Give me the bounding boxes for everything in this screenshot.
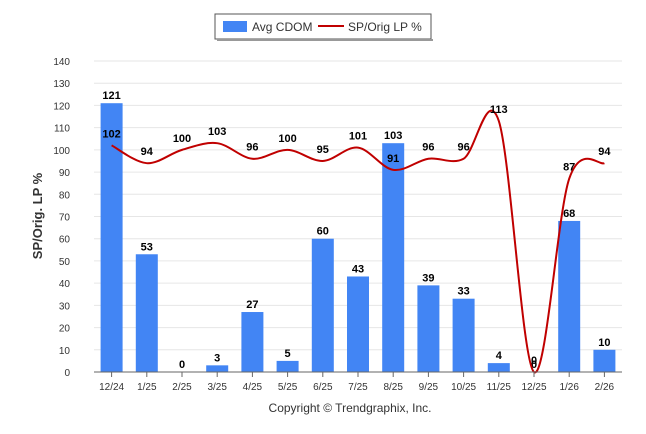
bar-data-label: 60 <box>317 226 329 238</box>
x-tick-label: 3/25 <box>207 382 227 393</box>
bar-data-label: 121 <box>102 90 120 102</box>
line-data-label: 96 <box>457 142 469 154</box>
bar-data-label: 4 <box>496 350 503 362</box>
y-tick-label: 80 <box>59 190 71 201</box>
bar <box>100 103 123 372</box>
bar-data-label: 3 <box>214 352 220 364</box>
x-tick-label: 1/26 <box>559 382 579 393</box>
y-tick-label: 30 <box>59 301 71 312</box>
bar <box>135 254 158 372</box>
bar <box>276 360 299 372</box>
line-data-label: 96 <box>246 142 258 154</box>
copyright-text: Copyright © Trendgraphix, Inc. <box>269 401 432 415</box>
line-data-label: 0 <box>531 355 537 367</box>
bar <box>347 276 369 372</box>
bar-data-label: 0 <box>179 359 185 371</box>
bar <box>452 298 475 372</box>
line-data-label: 101 <box>349 131 367 143</box>
bar <box>206 365 229 372</box>
bar-data-label: 68 <box>563 208 575 220</box>
line-data-label: 95 <box>317 144 329 156</box>
y-tick-label: 130 <box>53 79 70 90</box>
bar-data-label: 39 <box>422 272 434 284</box>
x-tick-label: 10/25 <box>451 382 476 393</box>
legend-label-sp-orig: SP/Orig LP % <box>348 20 422 34</box>
x-tick-label: 8/25 <box>383 382 403 393</box>
legend-swatch-avg-cdom <box>223 21 247 32</box>
bar-data-label: 0 <box>531 359 537 371</box>
bar-data-label: 33 <box>457 286 469 298</box>
y-tick-label: 100 <box>53 146 70 157</box>
x-tick-label: 4/25 <box>243 382 263 393</box>
bar <box>593 349 616 372</box>
line-data-label: 96 <box>422 142 434 154</box>
line-data-label: 94 <box>141 146 154 158</box>
y-tick-label: 90 <box>59 168 71 179</box>
x-axis-ticks: 12/24 1/25 2/25 3/25 4/25 5/25 6/25 7/25 8/25 9/2… <box>99 372 615 393</box>
bar-data-labels: 121 53 0 3 27 5 60 43 103 39 33 4 0 68 10 <box>102 90 610 371</box>
gridlines <box>94 60 622 351</box>
y-tick-label: 120 <box>53 101 70 112</box>
y-tick-label: 110 <box>54 124 70 135</box>
y-tick-label: 40 <box>59 279 71 290</box>
y-tick-label: 140 <box>53 57 70 68</box>
y-tick-label: 0 <box>64 368 70 379</box>
line-data-label: 91 <box>387 153 399 165</box>
bar-data-label: 43 <box>352 263 364 275</box>
bar <box>558 220 581 372</box>
line-data-label: 87 <box>563 162 575 174</box>
y-tick-label: 70 <box>59 213 71 224</box>
y-tick-label: 60 <box>59 235 71 246</box>
bar-series <box>100 103 616 372</box>
legend: Avg CDOM SP/Orig LP % <box>214 13 433 41</box>
bar <box>241 312 264 372</box>
bar-data-label: 27 <box>246 299 258 311</box>
line-data-label: 113 <box>490 104 508 116</box>
bar <box>487 363 510 372</box>
x-tick-label: 9/25 <box>419 382 439 393</box>
bar-data-label: 53 <box>141 241 153 253</box>
x-tick-label: 6/25 <box>313 382 333 393</box>
x-tick-label: 1/25 <box>137 382 157 393</box>
bar-data-label: 5 <box>285 348 291 360</box>
x-tick-label: 2/26 <box>595 382 615 393</box>
y-tick-label: 20 <box>59 324 71 335</box>
bar <box>382 143 405 372</box>
y-axis-ticks: 0 10 20 30 40 50 60 70 80 90 100 110 120 130 140 <box>53 57 70 379</box>
y-axis-label: SP/Orig. LP % <box>30 172 45 259</box>
y-tick-label: 10 <box>59 346 71 357</box>
x-tick-label: 7/25 <box>348 382 368 393</box>
x-tick-label: 2/25 <box>172 382 192 393</box>
x-tick-label: 12/24 <box>99 382 124 393</box>
bar-data-label: 103 <box>384 130 402 142</box>
y-tick-label: 50 <box>59 257 71 268</box>
line-data-label: 100 <box>278 133 296 145</box>
bar <box>417 285 440 372</box>
line-data-label: 94 <box>598 146 611 158</box>
line-data-label: 100 <box>173 133 191 145</box>
line-data-label: 102 <box>102 128 120 140</box>
x-tick-label: 5/25 <box>278 382 298 393</box>
x-tick-label: 11/25 <box>487 382 512 393</box>
x-tick-label: 12/25 <box>521 382 546 393</box>
line-data-label: 103 <box>208 126 226 138</box>
bar <box>311 238 334 372</box>
legend-label-avg-cdom: Avg CDOM <box>252 20 312 34</box>
bar-data-label: 10 <box>598 337 610 349</box>
